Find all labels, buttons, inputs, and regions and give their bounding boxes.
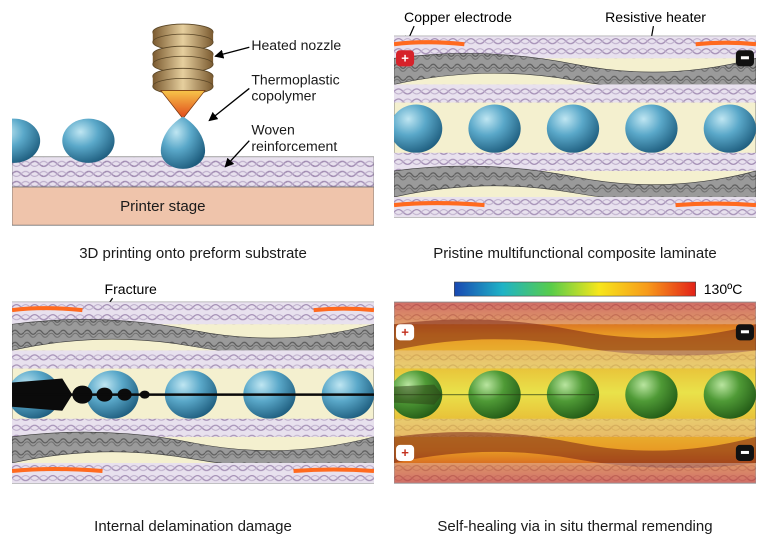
heater-label: Resistive heater xyxy=(605,9,706,25)
panel-c-caption: Internal delamination damage xyxy=(94,518,292,535)
laminate-c xyxy=(12,302,374,483)
panel-d-caption: Self-healing via in situ thermal remendi… xyxy=(437,518,712,535)
pos-badge-bot: + xyxy=(396,445,414,461)
panel-a-callouts: Heated nozzle Thermoplasticcopolymer Wov… xyxy=(209,37,341,167)
svg-text:Wovenreinforcement: Wovenreinforcement xyxy=(251,122,337,154)
svg-text:Thermoplasticcopolymer: Thermoplasticcopolymer xyxy=(251,71,339,103)
deposited-blob xyxy=(12,119,115,163)
panel-b-caption: Pristine multifunctional composite lamin… xyxy=(433,245,716,262)
panel-b: Copper electrode Resistive heater xyxy=(394,8,756,262)
svg-text:+: + xyxy=(401,445,409,460)
temp-max-label: 130ºC xyxy=(704,281,743,297)
laminate-d: + + xyxy=(394,302,756,483)
pos-badge: + xyxy=(396,50,414,66)
copper-label: Copper electrode xyxy=(404,9,512,25)
figure-grid: Printer stage xyxy=(0,0,768,523)
panel-b-svg: Copper electrode Resistive heater xyxy=(394,8,756,239)
fracture-label: Fracture xyxy=(105,281,158,297)
panel-d: 130ºC xyxy=(394,280,756,534)
printer-stage-label: Printer stage xyxy=(120,198,206,215)
laminate-stack: + xyxy=(394,36,756,217)
temperature-colorbar xyxy=(454,282,695,296)
neg-badge xyxy=(736,50,754,66)
panel-a-svg: Printer stage xyxy=(12,8,374,239)
panel-c-svg: Fracture xyxy=(12,280,374,511)
pos-badge-top: + xyxy=(396,325,414,341)
panel-a-caption: 3D printing onto preform substrate xyxy=(79,245,307,262)
panel-c: Fracture xyxy=(12,280,374,534)
heated-nozzle xyxy=(153,24,213,169)
neg-badge-bot xyxy=(736,445,754,461)
panel-d-svg: 130ºC xyxy=(394,280,756,511)
neg-badge-top xyxy=(736,325,754,341)
nozzle-label: Heated nozzle xyxy=(251,37,341,53)
svg-text:+: + xyxy=(401,325,409,340)
panel-a: Printer stage xyxy=(12,8,374,262)
svg-text:+: + xyxy=(401,50,409,65)
